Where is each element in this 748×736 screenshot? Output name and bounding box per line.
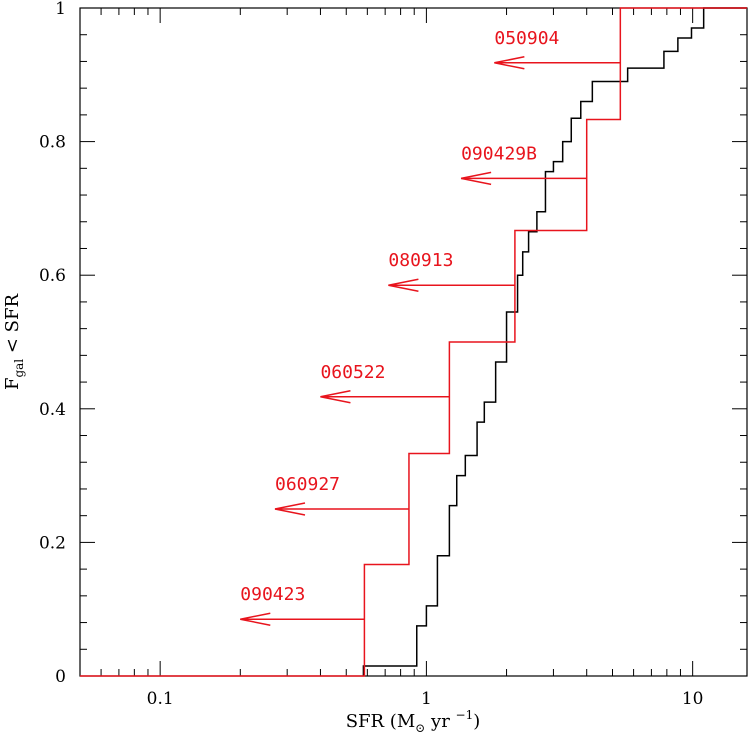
- limit-label: 090429B: [461, 143, 537, 164]
- y-tick-label: 0.6: [39, 266, 66, 286]
- x-tick-label: 10: [682, 689, 704, 709]
- limit-arrow-head: [240, 612, 271, 626]
- y-tick-label: 0.8: [39, 133, 66, 153]
- series-layer: [80, 7, 747, 677]
- x-axis-title: SFR (M⊙ yr −1): [346, 708, 481, 735]
- limit-arrow-head: [274, 502, 306, 516]
- upper-limit-060522: 060522: [320, 362, 450, 404]
- y-axis-title: Fgal < SFR: [2, 294, 26, 391]
- limit-arrow-head: [494, 56, 525, 70]
- y-tick-label: 0: [55, 667, 66, 687]
- limit-arrow-head: [388, 278, 419, 292]
- limit-arrow-head: [460, 171, 492, 186]
- limit-label: 060927: [275, 474, 340, 495]
- black-step-series: [362, 7, 747, 676]
- x-tick-label: 0.1: [147, 689, 174, 709]
- limit-label: 080913: [388, 250, 453, 271]
- red-step-series: [80, 7, 747, 677]
- y-tick-label: 0.2: [39, 533, 66, 553]
- upper-limit-090423: 090423: [240, 584, 365, 626]
- upper-limit-060927: 060927: [274, 474, 409, 516]
- axis-ticks: [79, 7, 747, 677]
- limit-arrow-head: [320, 390, 351, 404]
- upper-limit-050904: 050904: [494, 28, 621, 70]
- limit-label: 090423: [240, 584, 305, 605]
- plot-frame: [79, 7, 748, 677]
- limit-label: 050904: [494, 28, 559, 49]
- upper-limit-090429B: 090429B: [460, 143, 587, 186]
- upper-limit-annotations: 090423 060927 060522 080913 090429B 050904: [240, 28, 621, 626]
- upper-limit-080913: 080913: [388, 250, 515, 292]
- x-tick-label: 1: [421, 689, 432, 709]
- y-tick-label: 1: [55, 0, 66, 19]
- tick-labels: 0.1 1 10 0 0.2 0.4 0.6 0.8 1: [39, 0, 704, 709]
- limit-label: 060522: [320, 362, 385, 383]
- y-tick-label: 0.4: [39, 400, 66, 420]
